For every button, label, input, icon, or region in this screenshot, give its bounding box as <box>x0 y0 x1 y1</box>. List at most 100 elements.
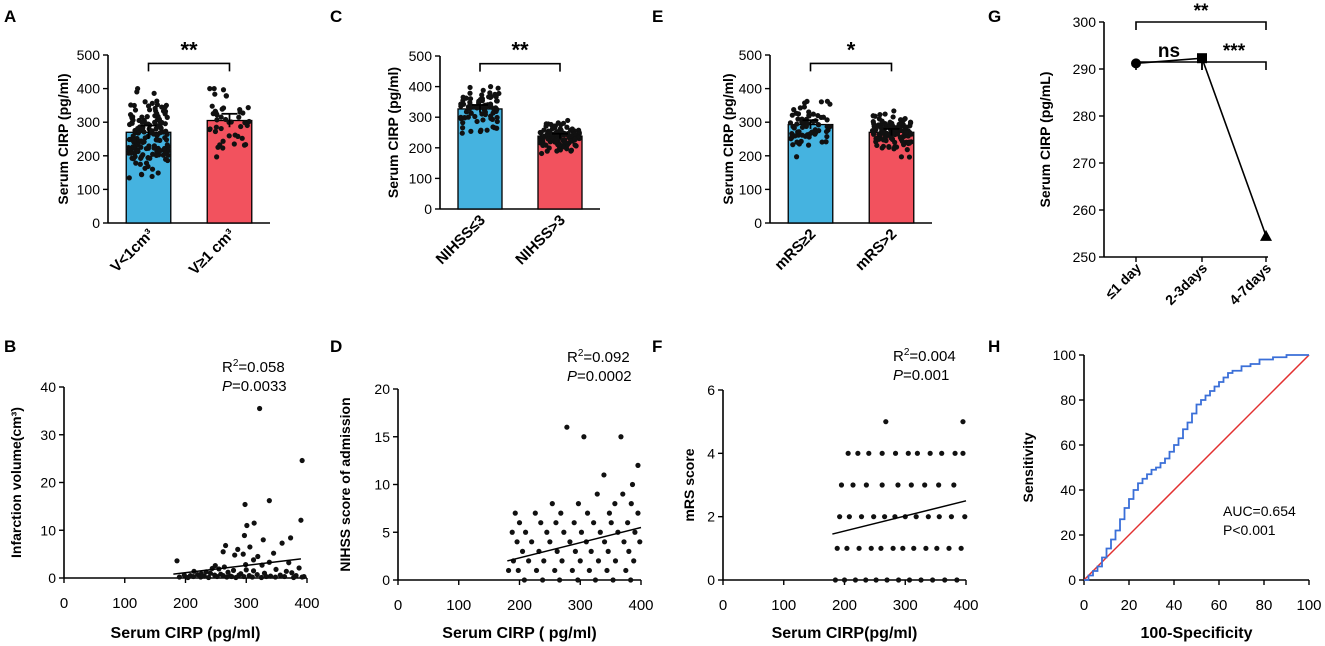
bar-point-e-1 <box>876 136 882 142</box>
y-axis-title-h: Sensitivity <box>1020 432 1036 502</box>
bar-point-c-0 <box>474 105 480 111</box>
bar-point-c-0 <box>467 84 473 91</box>
bar-point-e-1 <box>889 136 896 143</box>
scatter-point-d-18 <box>516 520 523 526</box>
bar-point-a-0 <box>138 144 144 150</box>
bar-point-a-1 <box>226 133 232 139</box>
y-tick-label-b-2: 20 <box>40 475 56 491</box>
scatter-point-d-69 <box>610 577 616 583</box>
bar-point-a-1 <box>218 125 224 132</box>
bar-point-a-1 <box>207 126 213 132</box>
scatter-point-d-59 <box>569 567 575 574</box>
scatter-point-d-38 <box>601 539 608 545</box>
scatter-point-d-0 <box>564 424 570 430</box>
bar-point-a-1 <box>212 128 219 135</box>
y-tick-label-e-3: 300 <box>739 114 763 130</box>
bar-point-c-1 <box>539 150 545 157</box>
bar-point-c-0 <box>487 84 494 90</box>
scatter-point-b-67 <box>249 574 255 580</box>
y-tick-label-a-5: 500 <box>77 47 101 63</box>
bar-point-c-0 <box>460 97 466 104</box>
scatter-point-d-23 <box>608 520 614 526</box>
bar-point-a-1 <box>220 138 226 144</box>
bar-point-a-0 <box>131 144 137 150</box>
bar-point-a-0 <box>162 150 169 156</box>
y-tick-label-e-1: 100 <box>739 181 763 197</box>
scatter-point-d-28 <box>561 529 567 535</box>
y-tick-label-b-0: 0 <box>48 570 56 586</box>
y-axis-title-g: Serum CIRP (pg/mL) <box>1037 72 1053 208</box>
bar-point-c-0 <box>480 87 486 93</box>
bar-point-c-0 <box>458 114 464 120</box>
bar-point-e-0 <box>798 138 804 144</box>
y-tick-label-f-1: 2 <box>707 509 715 525</box>
scatter-point-f-53 <box>906 577 913 583</box>
y-tick-label-h-2: 40 <box>1060 482 1076 498</box>
scatter-point-b-65 <box>233 574 239 581</box>
stats-f-val: =0.004 <box>909 348 955 365</box>
scatter-point-d-32 <box>632 529 638 535</box>
bar-point-e-1 <box>898 154 905 160</box>
scatter-point-b-30 <box>230 567 237 573</box>
svg-text:R2=0.004: R2=0.004 <box>893 347 956 365</box>
bar-point-c-0 <box>472 113 478 120</box>
x-tick-label-h-5: 100 <box>1296 597 1321 614</box>
bar-point-a-0 <box>163 137 170 143</box>
scatter-point-d-12 <box>512 510 518 516</box>
scatter-point-b-35 <box>225 569 231 575</box>
bar-point-e-0 <box>819 139 825 145</box>
stats-d-sup: 2 <box>578 348 584 359</box>
scatter-point-d-65 <box>539 577 546 583</box>
bar-point-a-1 <box>241 142 248 148</box>
bar-point-c-1 <box>573 143 579 149</box>
bar-point-c-0 <box>494 98 500 104</box>
bar-point-a-0 <box>134 89 140 95</box>
scatter-point-b-73 <box>199 573 206 579</box>
scatter-point-d-60 <box>586 567 592 574</box>
scatter-point-f-5 <box>879 450 885 456</box>
stats-f: R2=0.004 P=0.001 <box>893 347 956 384</box>
scatter-point-b-13 <box>235 546 241 552</box>
scatter-point-b-31 <box>243 567 249 573</box>
bar-point-c-0 <box>468 110 474 116</box>
bar-point-e-1 <box>870 119 876 125</box>
bar-point-e-1 <box>880 129 886 135</box>
bar-point-e-0 <box>795 116 801 122</box>
bar-point-a-1 <box>219 106 225 112</box>
y-axis-c: 0 100 200 300 400 500 Serum CIRP (pg/ml) <box>385 48 441 217</box>
scatter-point-f-9 <box>927 450 933 456</box>
bar-point-c-0 <box>465 114 471 120</box>
marker-g-2 <box>1260 229 1272 241</box>
bar-point-e-0 <box>810 111 816 117</box>
scatter-point-d-5 <box>629 481 636 488</box>
scatter-point-d-45 <box>588 548 594 554</box>
bar-point-c-0 <box>468 128 474 134</box>
bar-point-a-1 <box>213 124 219 130</box>
y-tick-label-c-3: 300 <box>409 109 433 125</box>
scatter-point-b-14 <box>220 549 226 555</box>
scatter-point-d-19 <box>538 520 544 526</box>
y-axis-title-a: Serum CIRP (pg/ml) <box>55 73 71 204</box>
bar-point-a-0 <box>145 155 151 161</box>
scatter-point-d-44 <box>572 548 578 554</box>
scatter-point-f-1 <box>960 419 966 425</box>
scatter-point-b-70 <box>281 573 288 580</box>
bar-point-e-0 <box>801 104 807 110</box>
y-tick-label-h-3: 60 <box>1060 437 1076 453</box>
scatter-point-d-58 <box>552 567 558 574</box>
stats-f-r: R <box>893 348 904 365</box>
stats-d-val: =0.092 <box>583 349 629 366</box>
x-axis-h: 0 20 40 60 80 100 100-Specificity <box>1080 579 1322 642</box>
bar-point-a-0 <box>153 137 159 143</box>
scatter-point-b-7 <box>241 532 248 539</box>
scatter-point-b-62 <box>205 574 212 581</box>
bar-point-a-1 <box>238 123 244 130</box>
scatter-point-f-41 <box>911 545 917 551</box>
y-axis-h: 0 20 40 60 80 100 Sensitivity <box>1020 347 1085 588</box>
x-tick-label-b-1: 100 <box>112 595 137 612</box>
bar-point-a-0 <box>138 138 144 144</box>
significance-label-g-2: ** <box>1194 1 1209 22</box>
bar-point-c-0 <box>490 124 496 130</box>
scatter-point-b-54 <box>267 573 274 579</box>
